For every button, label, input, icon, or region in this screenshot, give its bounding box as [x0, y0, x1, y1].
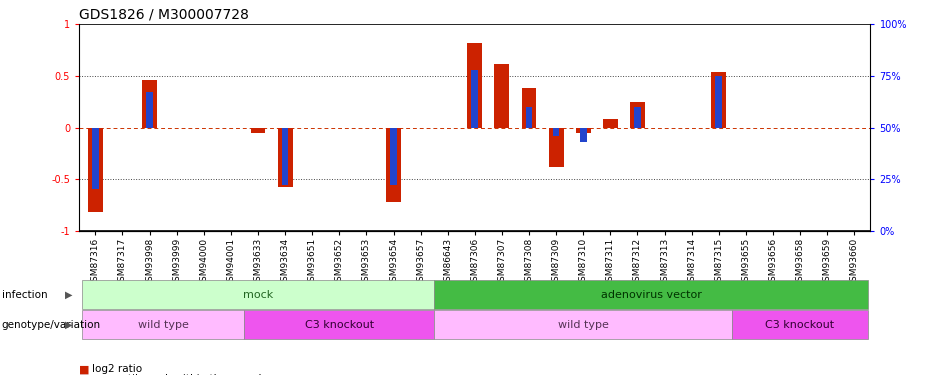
Bar: [494, 63, 509, 128]
Text: mock: mock: [243, 290, 273, 300]
Bar: [526, 107, 533, 128]
Text: ▶: ▶: [65, 320, 73, 330]
Bar: [390, 128, 397, 185]
Text: C3 knockout: C3 knockout: [304, 320, 374, 330]
Bar: [250, 128, 265, 133]
Bar: [553, 128, 560, 136]
Bar: [575, 128, 590, 133]
Bar: [467, 43, 482, 128]
Bar: [521, 88, 536, 128]
Text: wild type: wild type: [558, 320, 609, 330]
Text: ▶: ▶: [65, 290, 73, 300]
Text: genotype/variation: genotype/variation: [2, 320, 101, 330]
Bar: [711, 72, 726, 128]
Bar: [92, 128, 99, 189]
Bar: [146, 93, 153, 128]
Bar: [548, 128, 563, 166]
Bar: [715, 76, 722, 128]
Bar: [630, 102, 645, 128]
Text: ■: ■: [79, 374, 89, 375]
Text: log2 ratio: log2 ratio: [92, 364, 142, 374]
Bar: [386, 128, 401, 202]
Text: GDS1826 / M300007728: GDS1826 / M300007728: [79, 8, 249, 22]
Text: C3 knockout: C3 knockout: [765, 320, 834, 330]
Text: wild type: wild type: [138, 320, 189, 330]
Bar: [282, 128, 289, 185]
Bar: [277, 128, 292, 188]
Text: percentile rank within the sample: percentile rank within the sample: [92, 374, 268, 375]
Bar: [580, 128, 587, 142]
Text: adenovirus vector: adenovirus vector: [600, 290, 701, 300]
Text: ■: ■: [79, 364, 89, 374]
Bar: [471, 70, 479, 128]
Bar: [634, 107, 641, 128]
Bar: [88, 128, 102, 212]
Bar: [142, 80, 157, 128]
Text: infection: infection: [2, 290, 47, 300]
Bar: [603, 119, 618, 128]
